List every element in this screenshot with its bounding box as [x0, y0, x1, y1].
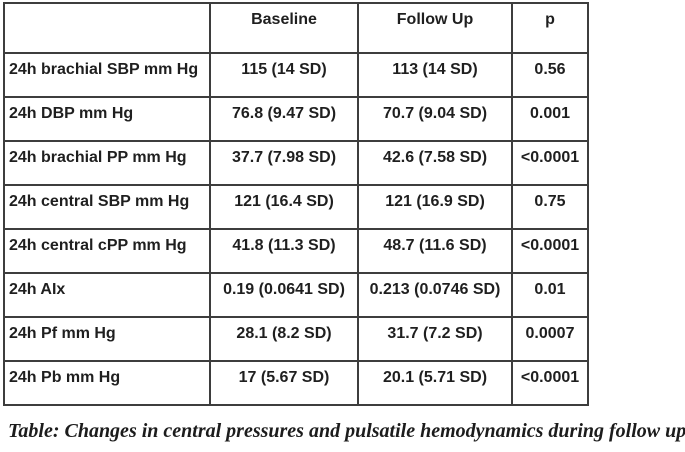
baseline-value: 17 (5.67 SD)	[209, 360, 359, 406]
follow-up-value: 121 (16.9 SD)	[357, 184, 513, 230]
baseline-value: 121 (16.4 SD)	[209, 184, 359, 230]
header-baseline: Baseline	[209, 2, 359, 54]
baseline-value: 41.8 (11.3 SD)	[209, 228, 359, 274]
table-row: 24h DBP mm Hg 76.8 (9.47 SD) 70.7 (9.04 …	[3, 96, 589, 142]
row-label: 24h AIx	[3, 272, 211, 318]
baseline-value: 0.19 (0.0641 SD)	[209, 272, 359, 318]
p-value: 0.0007	[511, 316, 589, 362]
follow-up-value: 31.7 (7.2 SD)	[357, 316, 513, 362]
baseline-value: 28.1 (8.2 SD)	[209, 316, 359, 362]
row-label: 24h DBP mm Hg	[3, 96, 211, 142]
baseline-value: 37.7 (7.98 SD)	[209, 140, 359, 186]
table-row: 24h AIx 0.19 (0.0641 SD) 0.213 (0.0746 S…	[3, 272, 589, 318]
row-label: 24h central SBP mm Hg	[3, 184, 211, 230]
table-row: 24h central SBP mm Hg 121 (16.4 SD) 121 …	[3, 184, 589, 230]
row-label: 24h Pb mm Hg	[3, 360, 211, 406]
follow-up-value: 70.7 (9.04 SD)	[357, 96, 513, 142]
follow-up-value: 113 (14 SD)	[357, 52, 513, 98]
baseline-value: 115 (14 SD)	[209, 52, 359, 98]
table-header-row: Baseline Follow Up p	[3, 2, 589, 54]
p-value: <0.0001	[511, 140, 589, 186]
p-value: <0.0001	[511, 360, 589, 406]
table-row: 24h brachial PP mm Hg 37.7 (7.98 SD) 42.…	[3, 140, 589, 186]
p-value: 0.01	[511, 272, 589, 318]
table-row: 24h Pb mm Hg 17 (5.67 SD) 20.1 (5.71 SD)…	[3, 360, 589, 406]
header-empty	[3, 2, 211, 54]
follow-up-value: 42.6 (7.58 SD)	[357, 140, 513, 186]
row-label: 24h brachial SBP mm Hg	[3, 52, 211, 98]
row-label: 24h central cPP mm Hg	[3, 228, 211, 274]
row-label: 24h Pf mm Hg	[3, 316, 211, 362]
p-value: 0.001	[511, 96, 589, 142]
p-value: <0.0001	[511, 228, 589, 274]
p-value: 0.56	[511, 52, 589, 98]
table-row: 24h central cPP mm Hg 41.8 (11.3 SD) 48.…	[3, 228, 589, 274]
header-follow-up: Follow Up	[357, 2, 513, 54]
table-row: 24h brachial SBP mm Hg 115 (14 SD) 113 (…	[3, 52, 589, 98]
row-label: 24h brachial PP mm Hg	[3, 140, 211, 186]
table-row: 24h Pf mm Hg 28.1 (8.2 SD) 31.7 (7.2 SD)…	[3, 316, 589, 362]
table-caption: Table: Changes in central pressures and …	[8, 420, 685, 442]
hemodynamics-table: Baseline Follow Up p 24h brachial SBP mm…	[3, 2, 589, 406]
follow-up-value: 20.1 (5.71 SD)	[357, 360, 513, 406]
follow-up-value: 48.7 (11.6 SD)	[357, 228, 513, 274]
p-value: 0.75	[511, 184, 589, 230]
header-p: p	[511, 2, 589, 54]
follow-up-value: 0.213 (0.0746 SD)	[357, 272, 513, 318]
baseline-value: 76.8 (9.47 SD)	[209, 96, 359, 142]
